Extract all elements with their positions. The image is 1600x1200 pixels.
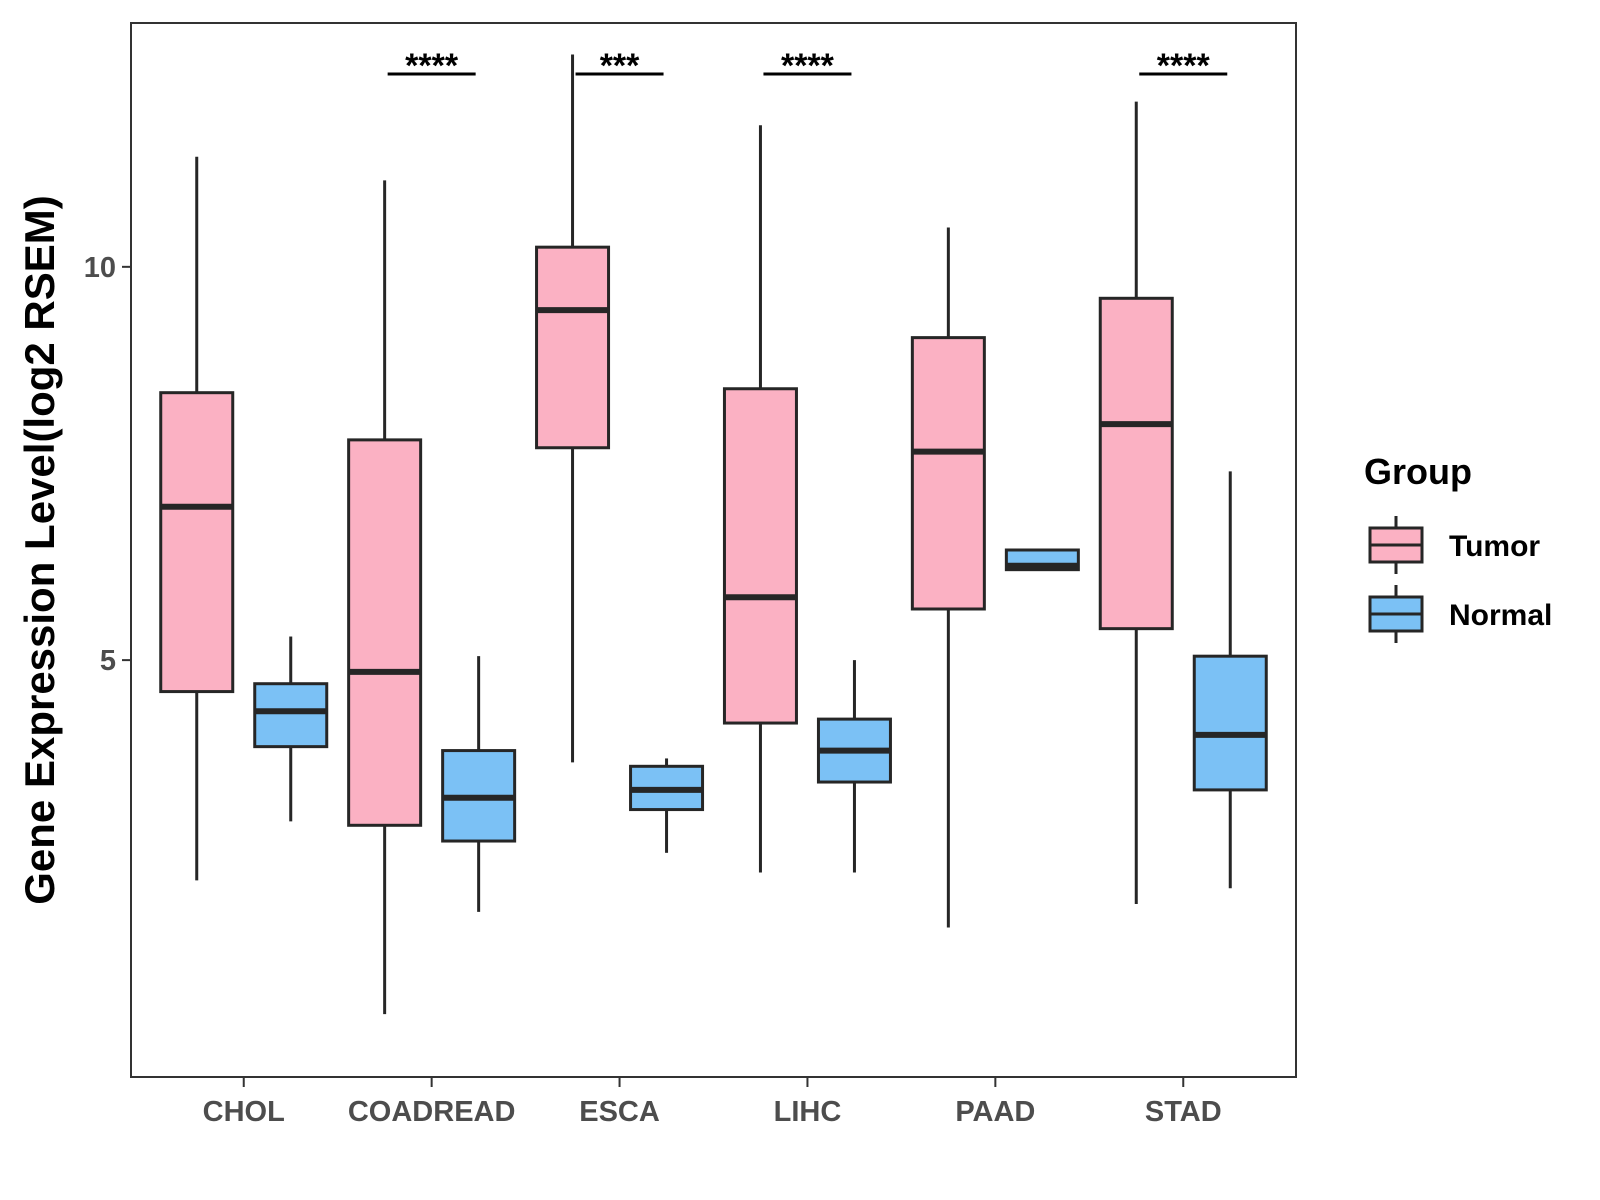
y-tick-label-5: 5 bbox=[100, 645, 116, 677]
box-normal-stad bbox=[1192, 471, 1268, 889]
legend-key-normal bbox=[1368, 585, 1424, 643]
x-tick-label-esca: ESCA bbox=[579, 1096, 660, 1128]
box-body-normal-chol bbox=[253, 682, 329, 749]
box-normal-lihc bbox=[816, 660, 892, 873]
significance-label-stad: **** bbox=[1157, 47, 1211, 85]
significance-label-esca: *** bbox=[600, 47, 640, 85]
y-axis-title: Gene Expression Level(log2 RSEM) bbox=[16, 195, 63, 905]
x-tick-label-chol: CHOL bbox=[203, 1096, 285, 1128]
legend-key-tumor bbox=[1368, 516, 1424, 574]
box-body-tumor-coadread bbox=[347, 438, 423, 827]
legend-label-normal: Normal bbox=[1449, 599, 1552, 632]
box-body-tumor-esca bbox=[535, 245, 611, 450]
x-axis: CHOL COADREAD ESCA LIHC PAAD STAD bbox=[203, 1077, 1222, 1128]
box-tumor-esca bbox=[535, 54, 611, 763]
box-body-tumor-paad bbox=[910, 336, 986, 611]
x-tick-label-coadread: COADREAD bbox=[348, 1096, 516, 1128]
significance-label-lihc: **** bbox=[781, 47, 835, 85]
box-tumor-paad bbox=[910, 227, 986, 928]
significance-layer: **** *** **** **** bbox=[387, 47, 1228, 85]
boxes-layer bbox=[159, 54, 1268, 1015]
box-normal-paad bbox=[1004, 548, 1080, 572]
y-axis: 5 10 bbox=[84, 252, 131, 677]
x-tick-label-paad: PAAD bbox=[955, 1096, 1035, 1128]
x-tick-label-lihc: LIHC bbox=[774, 1096, 842, 1128]
box-normal-chol bbox=[253, 636, 329, 822]
y-tick-label-10: 10 bbox=[84, 252, 116, 284]
legend-title: Group bbox=[1364, 451, 1472, 492]
box-body-tumor-stad bbox=[1098, 296, 1174, 631]
box-normal-coadread bbox=[441, 656, 517, 912]
box-tumor-coadread bbox=[347, 180, 423, 1015]
legend-label-tumor: Tumor bbox=[1449, 530, 1540, 563]
legend: Group Tumor Normal bbox=[1364, 451, 1552, 643]
box-tumor-chol bbox=[159, 156, 235, 881]
box-body-tumor-chol bbox=[159, 391, 235, 694]
significance-label-coadread: **** bbox=[405, 47, 459, 85]
box-tumor-stad bbox=[1098, 101, 1174, 904]
box-tumor-lihc bbox=[722, 125, 798, 873]
box-body-normal-stad bbox=[1192, 654, 1268, 792]
box-normal-esca bbox=[629, 758, 705, 853]
x-tick-label-stad: STAD bbox=[1145, 1096, 1222, 1128]
box-body-tumor-lihc bbox=[722, 387, 798, 725]
